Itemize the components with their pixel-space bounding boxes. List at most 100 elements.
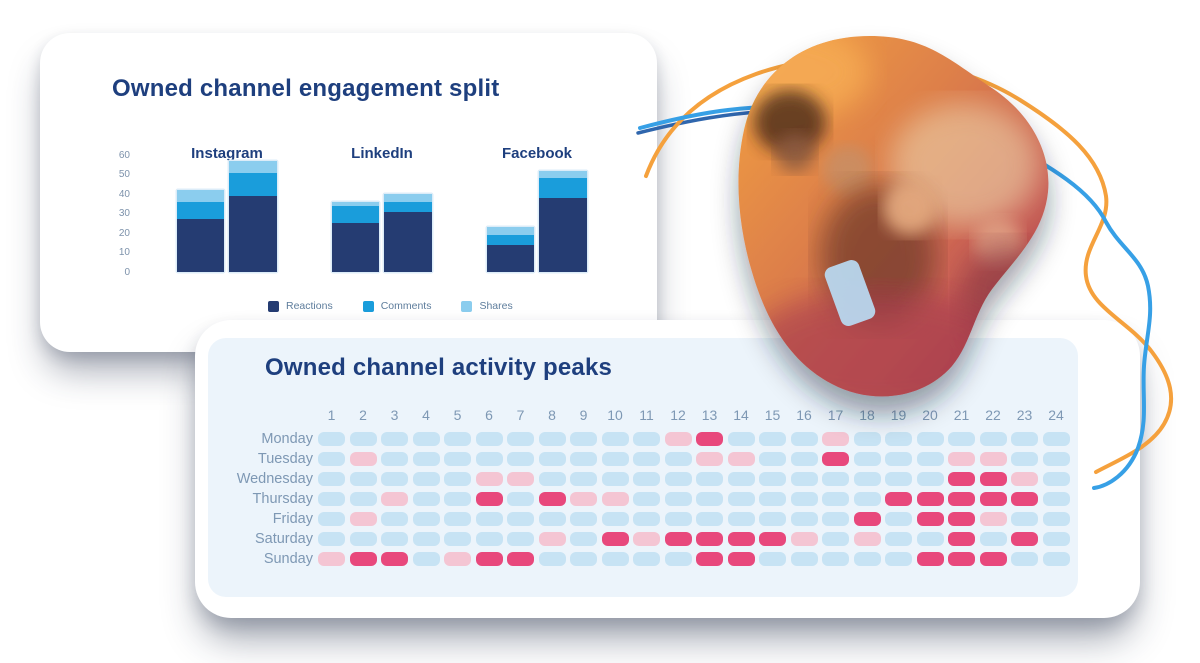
blob-face-left <box>823 145 873 195</box>
heatmap-cell-low <box>853 492 881 506</box>
heatmap-cell-high <box>916 492 944 506</box>
heatmap-cell-low <box>318 472 345 486</box>
heatmap-cell-low <box>475 452 503 466</box>
heatmap-cell-low <box>538 472 566 486</box>
heatmap-cell-medium <box>696 452 723 466</box>
heatmap-cell-low <box>853 432 881 446</box>
legend-swatch <box>461 300 473 312</box>
bar-segment-shares <box>177 190 224 202</box>
heatmap-cell-low <box>822 512 849 526</box>
heatmap-cell-low <box>664 472 692 486</box>
bar-segment-shares <box>384 194 432 202</box>
heatmap-cell-low <box>318 432 345 446</box>
heatmap-cell-medium <box>633 532 660 546</box>
hour-label: 19 <box>890 407 907 423</box>
hour-label: 6 <box>485 407 493 423</box>
bar-segment-reactions <box>487 244 534 272</box>
bar-segment-reactions <box>539 197 587 272</box>
heatmap-cell-low <box>412 472 440 486</box>
hour-label: 5 <box>453 407 462 423</box>
heatmap-cell-low <box>885 432 912 446</box>
heatmap-cell-low <box>475 512 503 526</box>
heatmap-cell-low <box>1011 452 1038 466</box>
hour-label: 20 <box>922 407 938 423</box>
blob-face-far-left <box>775 132 815 172</box>
heatmap-cell-high <box>948 532 975 546</box>
heatmap-cell-low <box>696 512 723 526</box>
heatmap-cell-high <box>727 532 755 546</box>
heatmap-row-cells <box>318 532 1070 546</box>
heatmap-cell-low <box>538 452 566 466</box>
heatmap-cell-low <box>412 512 440 526</box>
heatmap-cell-low <box>475 432 503 446</box>
heatmap-cell-low <box>885 532 912 546</box>
hour-label: 24 <box>1048 407 1064 423</box>
heatmap-cell-low <box>318 452 345 466</box>
heatmap-cell-high <box>916 512 944 526</box>
heatmap-cell-low <box>349 532 377 546</box>
heatmap-row: Friday <box>208 511 1070 527</box>
hour-label: 21 <box>953 407 970 423</box>
heatmap-cell-low <box>759 472 786 486</box>
heatmap-cell-medium <box>570 492 597 506</box>
heatmap-cell-low <box>601 552 629 566</box>
y-axis-tick-label: 20 <box>118 227 130 239</box>
heatmap-cell-low <box>1042 432 1070 446</box>
heatmap-cell-high <box>696 432 723 446</box>
heatmap-cell-high <box>948 492 975 506</box>
bar-chart-legend: Reactions Comments Shares <box>268 300 513 312</box>
bar-segment-comments <box>332 205 379 224</box>
heatmap-cell-low <box>412 492 440 506</box>
heatmap-row: Thursday <box>208 491 1070 507</box>
hour-label: 4 <box>422 407 430 423</box>
heatmap-cell-low <box>885 452 912 466</box>
legend-item: Shares <box>461 300 513 312</box>
bar-segment-reactions <box>177 219 224 272</box>
heatmap-cell-high <box>349 552 377 566</box>
hour-label: 9 <box>579 407 588 423</box>
heatmap-cell-low <box>318 492 345 506</box>
heatmap-cell-low <box>948 432 975 446</box>
heatmap-cell-low <box>759 492 786 506</box>
heatmap-cell-low <box>664 512 692 526</box>
heatmap-row: Wednesday <box>208 471 1070 487</box>
bar-segment-reactions <box>332 223 379 272</box>
bar-segment-reactions <box>229 195 277 272</box>
category-label: Facebook <box>501 145 573 162</box>
heatmap-row-cells <box>318 432 1070 446</box>
heatmap-cell-low <box>1042 452 1070 466</box>
heatmap-cell-low <box>570 472 597 486</box>
legend-label: Shares <box>479 300 513 312</box>
heatmap-cell-medium <box>444 552 471 566</box>
heatmap-cell-high <box>759 532 786 546</box>
heatmap-cell-low <box>538 512 566 526</box>
heatmap-cell-low <box>633 472 660 486</box>
bar-segment-shares <box>229 160 277 173</box>
heatmap-cell-high <box>979 552 1007 566</box>
heatmap-cell-low <box>601 432 629 446</box>
heatmap-cell-low <box>727 472 755 486</box>
engagement-card-title: Owned channel engagement split <box>112 75 500 102</box>
category-label: LinkedIn <box>351 145 413 162</box>
heatmap-cell-medium <box>349 452 377 466</box>
heatmap-cell-high <box>664 532 692 546</box>
heatmap-cell-medium <box>318 552 345 566</box>
heatmap-cell-low <box>885 512 912 526</box>
heatmap-cell-low <box>822 492 849 506</box>
heatmap-cell-medium <box>475 472 503 486</box>
y-axis-tick-label: 10 <box>118 247 130 258</box>
heatmap-cell-low <box>1042 472 1070 486</box>
heatmap-cell-medium <box>979 512 1007 526</box>
heatmap-cell-low <box>381 452 408 466</box>
day-label: Sunday <box>263 551 313 567</box>
heatmap-cell-low <box>1042 492 1070 506</box>
bar-segment-comments <box>487 234 534 245</box>
heatmap-cell-low <box>759 452 786 466</box>
heatmap-cell-low <box>570 432 597 446</box>
heatmap-cell-medium <box>790 532 818 546</box>
heatmap-cell-low <box>318 512 345 526</box>
heatmap-cell-medium <box>381 492 408 506</box>
day-label: Tuesday <box>257 451 313 467</box>
heatmap-cell-high <box>979 492 1007 506</box>
hour-label: 22 <box>985 407 1001 423</box>
